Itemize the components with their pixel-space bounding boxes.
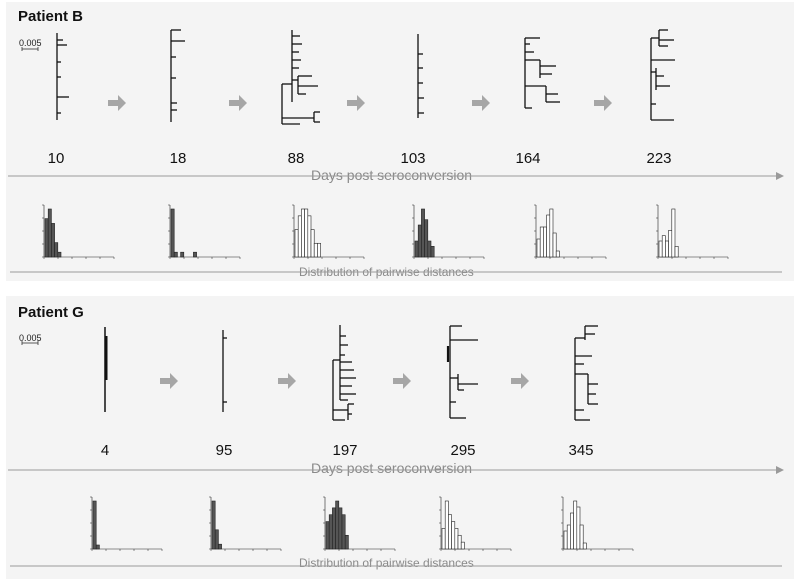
histogram-g-3-bar-5 <box>338 507 343 550</box>
timepoint-g-2: 95 <box>215 442 233 459</box>
histogram-b-6-bar-5 <box>671 208 676 258</box>
histogram-b-2-bar-8 <box>193 251 197 258</box>
patient-g-panel: Patient G 0.005 4 95 197 295 345 Days po… <box>6 296 794 579</box>
histogram-g-5-bar-7 <box>582 542 587 550</box>
histogram-b-3-bar-6 <box>310 229 315 258</box>
progression-arrow-g-1 <box>160 373 178 389</box>
histogram-b-5-bar-7 <box>555 250 560 258</box>
histogram-b-1-bar-3 <box>51 223 55 258</box>
histogram-b-1-bar-2 <box>47 208 52 258</box>
histogram-g-3-bar-4 <box>335 500 340 550</box>
histogram-b-2-bar-2 <box>173 251 178 258</box>
histogram-g-4-bar-5 <box>454 528 459 550</box>
progression-arrow-b-4 <box>472 95 490 111</box>
progression-arrow-b-1 <box>108 95 126 111</box>
histogram-b-5-bar-2 <box>539 226 544 258</box>
days-axis-g-head <box>776 466 784 474</box>
histogram-b-3-bar-1 <box>294 229 299 258</box>
histogram-g-5-bar-5 <box>576 506 581 550</box>
histogram-b-3-bar-8 <box>317 242 321 258</box>
histogram-b-6-bar-1 <box>658 240 663 258</box>
histogram-b-1-bar-5 <box>57 251 62 258</box>
histogram-g-1-bar-2 <box>95 544 100 550</box>
histogram-b-5-bar-4 <box>546 214 551 258</box>
histogram-b-4-bar-5 <box>427 240 432 258</box>
histogram-g-3-bar-1 <box>325 521 330 550</box>
histogram-g-5-bar-4 <box>573 500 578 550</box>
histogram-g-5-bar-3 <box>570 512 574 550</box>
histogram-g-4-bar-1 <box>441 528 446 550</box>
timepoint-g-5: 345 <box>568 442 594 459</box>
timepoint-g-4: 295 <box>450 442 476 459</box>
histogram-g-5-bar-1 <box>563 530 568 550</box>
histogram-b-6-bar-2 <box>661 235 666 258</box>
histogram-b-5-bar-5 <box>549 208 554 258</box>
timepoint-b-3: 88 <box>287 150 305 167</box>
histogram-g-4-bar-4 <box>451 521 456 550</box>
histogram-g-4-bar-7 <box>460 541 465 550</box>
histogram-g-5-bar-6 <box>579 524 584 550</box>
histogram-b-6-bar-3 <box>665 240 669 258</box>
timepoint-b-6: 223 <box>646 150 672 167</box>
progression-arrow-g-3 <box>393 373 411 389</box>
histogram-b-3-bar-7 <box>313 242 318 258</box>
histogram-g-1-bar-1 <box>92 500 97 550</box>
histogram-b-4-bar-2 <box>417 224 422 258</box>
histogram-b-4-bar-3 <box>421 208 425 258</box>
scale-bar-label-b: 0.005 <box>19 38 42 48</box>
timepoint-b-5: 164 <box>515 150 541 167</box>
histogram-g-3-bar-2 <box>328 514 333 550</box>
progression-arrow-g-4 <box>511 373 529 389</box>
histogram-b-3-bar-4 <box>304 208 309 258</box>
progression-arrow-g-2 <box>278 373 296 389</box>
histogram-g-4-bar-2 <box>444 500 449 550</box>
progression-arrow-b-5 <box>594 95 612 111</box>
histogram-b-3-bar-2 <box>297 215 302 258</box>
patient-b-panel: Patient B 0.005 10 18 88 103 164 223 Day… <box>6 2 794 281</box>
timepoint-b-4: 103 <box>400 150 426 167</box>
histogram-g-3-bar-7 <box>344 534 349 550</box>
timepoint-b-1: 10 <box>47 150 65 167</box>
histogram-b-5-bar-3 <box>543 226 547 258</box>
histogram-b-5-bar-6 <box>552 232 557 258</box>
progression-arrow-b-2 <box>229 95 247 111</box>
scale-bar-label-g: 0.005 <box>19 333 42 343</box>
progression-arrow-b-3 <box>347 95 365 111</box>
histogram-b-2-bar-1 <box>170 208 175 258</box>
histogram-b-1-bar-1 <box>44 218 49 258</box>
patient-b-title: Patient B <box>18 8 84 25</box>
timepoint-b-2: 18 <box>169 150 187 167</box>
histogram-b-4-bar-1 <box>414 240 419 258</box>
histogram-g-3-bar-6 <box>341 514 346 550</box>
histogram-b-3-bar-3 <box>301 208 305 258</box>
timepoint-g-3: 197 <box>332 442 358 459</box>
days-axis-b-head <box>776 172 784 180</box>
histogram-g-2-bar-3 <box>218 543 222 550</box>
histogram-b-6-bar-4 <box>668 230 673 258</box>
histogram-b-3-bar-5 <box>307 215 312 258</box>
timepoint-g-1: 4 <box>100 442 110 459</box>
histogram-g-4-bar-6 <box>457 534 462 550</box>
histogram-b-5-bar-1 <box>536 238 541 258</box>
histogram-b-2-bar-4 <box>180 251 185 258</box>
days-axis-label-b: Days post seroconversion <box>305 167 479 183</box>
histogram-b-6-bar-6 <box>674 246 679 258</box>
patient-g-title: Patient G <box>18 304 84 321</box>
histogram-g-5-bar-2 <box>566 524 571 550</box>
days-axis-label-g: Days post seroconversion <box>305 460 479 476</box>
histogram-g-2-bar-2 <box>214 529 219 550</box>
histogram-b-4-bar-6 <box>430 246 435 258</box>
histogram-g-4-bar-3 <box>448 514 452 550</box>
histogram-g-3-bar-3 <box>332 507 336 550</box>
histogram-b-4-bar-4 <box>424 219 429 258</box>
histogram-g-2-bar-1 <box>211 500 216 550</box>
histogram-b-1-bar-4 <box>54 242 59 258</box>
